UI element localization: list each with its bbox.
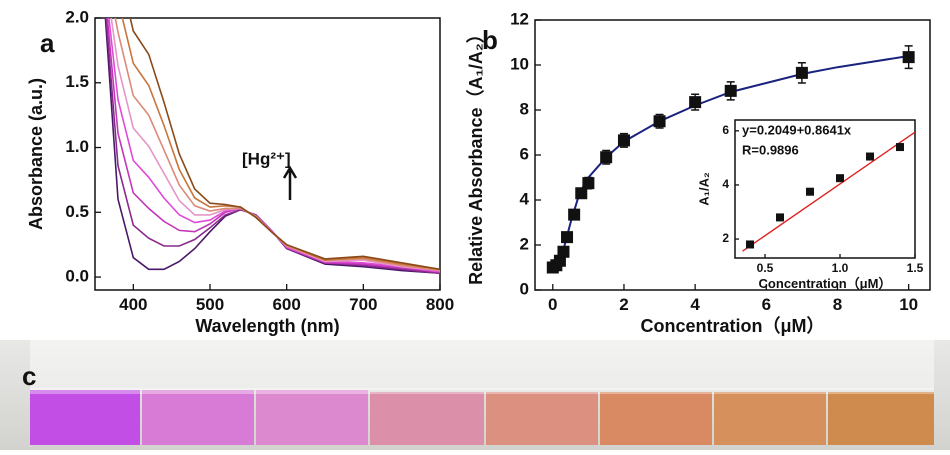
y-axis-label: Absorbance (a.u.) <box>26 78 46 230</box>
x-tick-label: 1.5 <box>907 261 924 275</box>
marker <box>896 143 904 152</box>
x-tick-label: 4 <box>690 295 700 314</box>
x-tick-label: 6 <box>762 295 771 314</box>
marker <box>575 187 588 200</box>
series-line <box>129 18 440 271</box>
y-tick-label: 0 <box>520 279 529 298</box>
x-axis-label: Concentration（μM） <box>640 316 824 336</box>
y-tick-label: 12 <box>510 9 529 28</box>
marker <box>866 152 874 161</box>
marker <box>689 96 702 109</box>
marker <box>568 208 581 221</box>
marker <box>806 187 814 196</box>
marker <box>557 245 570 258</box>
series-line <box>121 18 440 271</box>
panel-label: c <box>22 361 36 391</box>
y-axis-label: A₁/A₂ <box>696 172 711 206</box>
annotation: [Hg²⁺] <box>242 149 291 168</box>
y-tick-label: 1.0 <box>65 137 89 156</box>
x-tick-label: 600 <box>272 295 300 314</box>
y-tick-label: 4 <box>520 189 530 208</box>
y-axis-label: Relative Absorbance（A₁/A₂） <box>466 25 486 285</box>
x-tick-label: 2 <box>619 295 628 314</box>
marker <box>600 151 613 164</box>
x-tick-label: 10 <box>899 295 918 314</box>
x-tick-label: 8 <box>833 295 842 314</box>
panel-label: b <box>482 25 498 55</box>
plot-frame <box>94 17 441 291</box>
x-axis-label: Concentration（μM） <box>759 276 892 291</box>
x-tick-label: 0.5 <box>757 261 774 275</box>
annotation: R=0.9896 <box>742 142 799 157</box>
series-line <box>106 18 440 273</box>
x-tick-label: 500 <box>196 295 224 314</box>
y-tick-label: 2 <box>722 231 729 245</box>
x-tick-label: 800 <box>426 295 454 314</box>
y-tick-label: 2.0 <box>65 7 89 26</box>
y-tick-label: 0.0 <box>65 267 89 286</box>
series-line <box>108 18 440 273</box>
marker <box>902 51 915 64</box>
series-line <box>104 18 440 274</box>
x-tick-label: 700 <box>349 295 377 314</box>
y-tick-label: 1.5 <box>65 72 89 91</box>
x-axis-label: Wavelength (nm) <box>195 316 339 336</box>
y-tick-label: 2 <box>520 234 529 253</box>
marker <box>653 115 666 128</box>
marker <box>617 134 630 147</box>
panel-label: a <box>40 28 55 58</box>
marker <box>836 174 844 183</box>
marker <box>776 213 784 222</box>
marker <box>724 84 737 97</box>
series-line <box>110 18 440 272</box>
y-tick-label: 10 <box>510 54 529 73</box>
marker <box>795 66 808 79</box>
marker <box>582 177 595 190</box>
y-tick-label: 0.5 <box>65 202 89 221</box>
y-tick-label: 4 <box>722 177 729 191</box>
y-tick-label: 6 <box>722 123 729 137</box>
photo <box>0 340 950 450</box>
x-tick-label: 400 <box>119 295 147 314</box>
y-tick-label: 8 <box>520 99 529 118</box>
annotation: y=0.2049+0.8641x <box>742 122 852 137</box>
marker <box>746 240 754 249</box>
x-tick-label: 1.0 <box>832 261 849 275</box>
arrow <box>282 165 298 200</box>
series-line <box>742 131 915 252</box>
y-tick-label: 6 <box>520 144 529 163</box>
marker <box>561 231 574 244</box>
x-tick-label: 0 <box>548 295 557 314</box>
